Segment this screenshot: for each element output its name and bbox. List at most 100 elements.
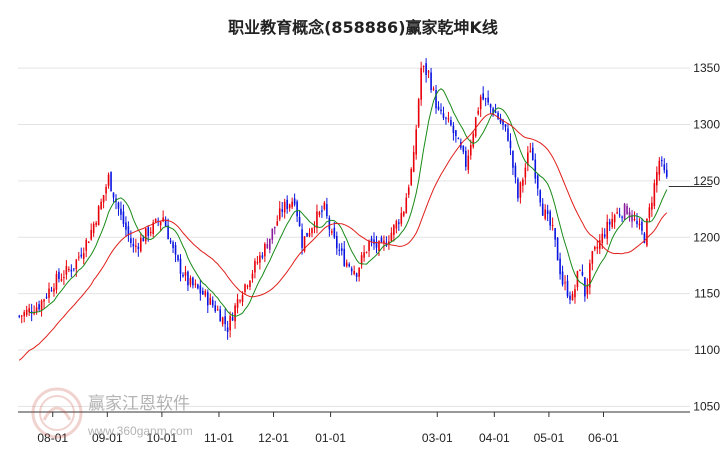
candle-body bbox=[122, 211, 125, 224]
candle-body bbox=[584, 277, 586, 297]
candle-body bbox=[301, 229, 303, 248]
candle-body bbox=[18, 315, 21, 317]
candle-body bbox=[97, 206, 100, 226]
candle-body bbox=[598, 240, 601, 249]
candle-body bbox=[182, 274, 184, 277]
candle-body bbox=[194, 283, 197, 285]
candle-body bbox=[623, 203, 626, 220]
candle-body bbox=[596, 247, 599, 249]
candle-body bbox=[437, 106, 440, 110]
candle-body bbox=[586, 284, 589, 295]
candle-body bbox=[100, 201, 102, 210]
candle-body bbox=[373, 239, 375, 245]
candle-body bbox=[117, 202, 120, 209]
candle-body bbox=[484, 98, 487, 100]
candle-body bbox=[477, 110, 480, 115]
candle-body bbox=[522, 179, 524, 186]
candle-body bbox=[452, 125, 455, 134]
candle-body bbox=[90, 230, 92, 240]
candle-body bbox=[184, 272, 187, 276]
candle-body bbox=[331, 231, 333, 233]
candle-body bbox=[137, 246, 140, 249]
candle-body bbox=[489, 104, 492, 108]
candle-body bbox=[70, 269, 73, 272]
candle-body bbox=[472, 133, 475, 147]
x-tick-label: 01-01 bbox=[315, 431, 346, 445]
candle-body bbox=[256, 262, 259, 264]
candle-body bbox=[432, 88, 435, 90]
watermark-name: 赢家江恩软件 bbox=[88, 394, 190, 414]
candle-body bbox=[457, 138, 460, 140]
candle-body bbox=[621, 216, 623, 218]
candle-body bbox=[427, 71, 430, 73]
candle-body bbox=[236, 299, 239, 308]
candle-body bbox=[313, 226, 316, 228]
moving-averages bbox=[18, 88, 668, 361]
candle-body bbox=[273, 226, 276, 229]
candle-body bbox=[221, 317, 224, 325]
candle-body bbox=[214, 305, 217, 312]
candle-body bbox=[656, 171, 658, 186]
candle-body bbox=[127, 226, 130, 236]
x-tick-label: 03-01 bbox=[422, 431, 453, 445]
candle-body bbox=[204, 291, 207, 296]
candle-body bbox=[144, 228, 147, 242]
y-tick-label: 1250 bbox=[693, 174, 720, 188]
candle-body bbox=[338, 249, 341, 251]
candle-body bbox=[179, 258, 182, 274]
candle-body bbox=[643, 233, 646, 244]
candle-body bbox=[482, 93, 484, 100]
candle-body bbox=[608, 221, 611, 225]
candle-body bbox=[53, 288, 55, 292]
y-tick-label: 1300 bbox=[693, 118, 720, 132]
candle-body bbox=[559, 258, 561, 275]
candle-body bbox=[641, 221, 643, 231]
candle-body bbox=[611, 218, 613, 227]
candle-body bbox=[80, 254, 83, 257]
candle-body bbox=[464, 150, 467, 167]
candle-body bbox=[281, 209, 284, 212]
x-tick-label: 05-01 bbox=[534, 431, 565, 445]
watermark-url: www.360ganm.com bbox=[88, 424, 193, 438]
candles bbox=[18, 58, 668, 340]
candle-body bbox=[442, 113, 445, 118]
candle-body bbox=[251, 273, 254, 279]
candle-body bbox=[38, 304, 40, 310]
candle-body bbox=[306, 232, 308, 237]
candle-body bbox=[380, 237, 383, 243]
candle-body bbox=[276, 221, 279, 226]
candle-body bbox=[507, 128, 509, 141]
candle-body bbox=[177, 255, 179, 261]
candle-body bbox=[618, 214, 621, 216]
candle-body bbox=[48, 288, 50, 298]
candle-body bbox=[494, 111, 497, 114]
candle-body bbox=[393, 225, 395, 235]
candle-body bbox=[340, 248, 343, 251]
candle-body bbox=[581, 271, 584, 276]
candle-body bbox=[199, 285, 202, 294]
candle-body bbox=[435, 90, 437, 109]
x-tick-label: 10-01 bbox=[147, 431, 178, 445]
candle-body bbox=[261, 255, 264, 258]
candle-body bbox=[469, 144, 472, 156]
candle-body bbox=[159, 221, 162, 226]
candle-body bbox=[112, 192, 115, 198]
candle-body bbox=[631, 214, 633, 222]
candle-body bbox=[355, 273, 358, 277]
candle-body bbox=[613, 214, 616, 223]
candle-body bbox=[536, 175, 539, 189]
candle-body bbox=[368, 241, 370, 251]
candle-body bbox=[85, 239, 88, 251]
candle-body bbox=[487, 97, 489, 103]
candle-body bbox=[291, 201, 293, 208]
candle-body bbox=[636, 220, 638, 224]
candle-body bbox=[152, 222, 155, 235]
candle-body bbox=[420, 68, 422, 100]
candle-body bbox=[162, 217, 164, 222]
candle-body bbox=[398, 222, 400, 224]
candle-body bbox=[333, 227, 336, 238]
candle-body bbox=[206, 292, 209, 306]
candle-body bbox=[628, 211, 631, 218]
candle-body bbox=[504, 124, 507, 127]
candle-body bbox=[130, 238, 132, 244]
